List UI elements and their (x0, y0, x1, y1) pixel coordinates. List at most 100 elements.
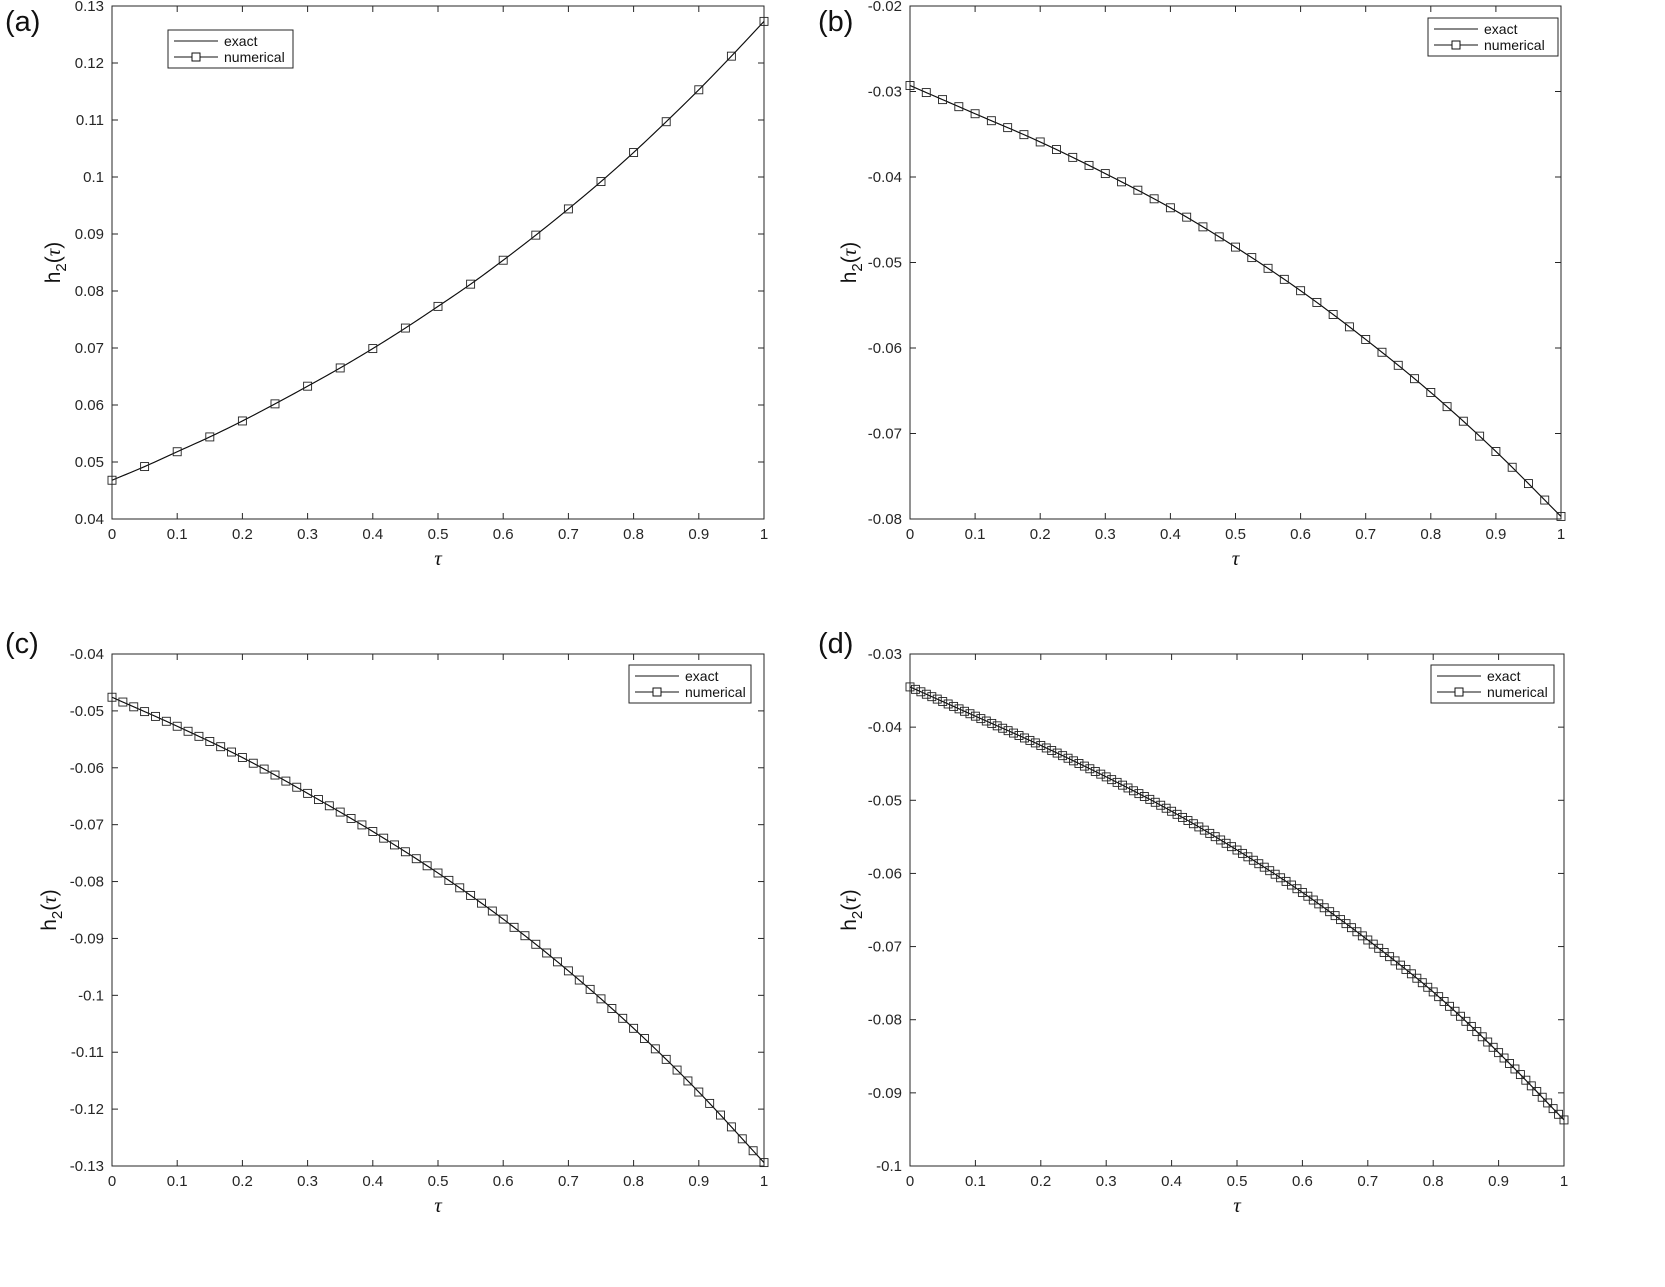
numerical-marker (1003, 726, 1013, 736)
numerical-marker (281, 776, 291, 786)
numerical-marker (1161, 803, 1171, 813)
numerical-marker (672, 1065, 682, 1075)
series-exact-line (111, 21, 765, 481)
x-tick-label: 0.8 (1420, 526, 1441, 543)
y-axis-label-open: ( (42, 256, 65, 263)
numerical-marker (1036, 740, 1046, 750)
numerical-marker (585, 984, 595, 994)
y-tick-label: 0.07 (75, 340, 104, 357)
numerical-marker (1128, 786, 1138, 796)
numerical-marker (107, 475, 117, 485)
numerical-marker (1377, 347, 1387, 357)
legend-numerical-label: numerical (685, 684, 746, 700)
numerical-marker (151, 711, 160, 721)
y-axis-label: h2(τ) (837, 889, 866, 931)
numerical-marker (1025, 735, 1035, 745)
numerical-marker (661, 117, 671, 127)
numerical-marker (1133, 185, 1143, 195)
legend-box (1430, 664, 1555, 704)
plot-frame (111, 5, 765, 520)
y-tick-label: -0.09 (868, 1085, 902, 1102)
numerical-marker (1074, 759, 1084, 768)
numerical-marker (1417, 978, 1427, 988)
numerical-marker (531, 230, 541, 240)
y-axis-label-subscript: 2 (849, 911, 866, 919)
numerical-marker (921, 689, 931, 699)
numerical-marker (1052, 145, 1061, 155)
y-tick-label: -0.04 (868, 169, 902, 186)
numerical-marker (1167, 806, 1177, 816)
y-tick-label: -0.05 (868, 255, 902, 272)
y-tick-label: 0.04 (75, 511, 104, 528)
x-tick-label: 0.2 (1030, 526, 1051, 543)
numerical-marker (1182, 212, 1192, 222)
numerical-marker (596, 994, 606, 1004)
legend-numerical-label: numerical (224, 49, 285, 65)
numerical-marker (498, 914, 508, 924)
numerical-marker (1439, 997, 1449, 1006)
y-axis-label-subscript: 2 (53, 263, 70, 271)
numerical-marker (433, 301, 443, 311)
numerical-marker (1466, 1021, 1476, 1031)
numerical-marker (1047, 746, 1057, 755)
numerical-marker (1178, 812, 1187, 822)
numerical-marker (650, 1044, 660, 1054)
legend-box (167, 29, 294, 69)
numerical-marker (1150, 797, 1160, 807)
y-tick-label: -0.06 (868, 340, 902, 357)
panel-label: (c) (5, 628, 39, 660)
numerical-marker (411, 854, 421, 864)
numerical-marker (1475, 431, 1485, 441)
numerical-marker (1505, 1059, 1514, 1068)
y-axis-label-base: h (42, 272, 65, 284)
numerical-marker (531, 939, 541, 949)
numerical-marker (466, 279, 476, 289)
legend-numerical-label: numerical (1484, 37, 1545, 53)
numerical-marker (1003, 123, 1013, 133)
numerical-marker (1279, 274, 1289, 284)
series-numerical-line (111, 21, 765, 481)
numerical-marker (748, 1146, 758, 1156)
numerical-marker (943, 699, 953, 709)
chart-panel-d: 0 0.1 0.2 0.3 0.4 0.5 0.6 0.7 0.8 0.9 1 -0.1 -0.09 -0… (818, 628, 1569, 1217)
numerical-marker (1488, 1042, 1498, 1052)
numerical-marker (487, 906, 497, 916)
x-tick-label: 1 (760, 526, 768, 543)
y-tick-label: -0.04 (70, 646, 104, 663)
numerical-marker (237, 416, 247, 426)
numerical-marker (400, 323, 410, 333)
x-tick-label: 0.1 (965, 526, 986, 543)
numerical-marker (466, 890, 476, 900)
x-tick-label: 0.2 (232, 526, 253, 543)
x-tick-label: 0.3 (1095, 526, 1116, 543)
x-tick-label: 0.4 (362, 526, 383, 543)
numerical-marker (1259, 862, 1269, 872)
x-tick-label: 0.4 (362, 1173, 383, 1190)
y-axis-label-open: ( (838, 904, 861, 911)
numerical-marker (1194, 822, 1204, 832)
x-tick-label: 0.8 (623, 526, 644, 543)
x-tick-label: 0.4 (1161, 1173, 1182, 1190)
numerical-marker (607, 1004, 617, 1013)
numerical-marker (357, 820, 367, 830)
numerical-marker (1221, 838, 1231, 848)
numerical-marker (1491, 447, 1501, 456)
panel-label: (d) (818, 628, 853, 660)
numerical-marker (335, 807, 345, 817)
numerical-marker (1156, 800, 1166, 810)
legend-exact-label: exact (1484, 21, 1518, 37)
numerical-marker (1085, 764, 1095, 774)
x-tick-label: 0.5 (428, 1173, 449, 1190)
y-tick-label: -0.03 (868, 84, 902, 101)
y-tick-label: -0.06 (868, 865, 902, 882)
series-numerical-line (909, 686, 1565, 1121)
x-tick-label: 0.8 (1423, 1173, 1444, 1190)
x-tick-label: 0.2 (1030, 1173, 1051, 1190)
x-tick-label: 0.2 (232, 1173, 253, 1190)
numerical-marker (1117, 177, 1127, 187)
y-axis-label-open: ( (838, 256, 861, 263)
y-tick-label: -0.08 (70, 874, 104, 891)
